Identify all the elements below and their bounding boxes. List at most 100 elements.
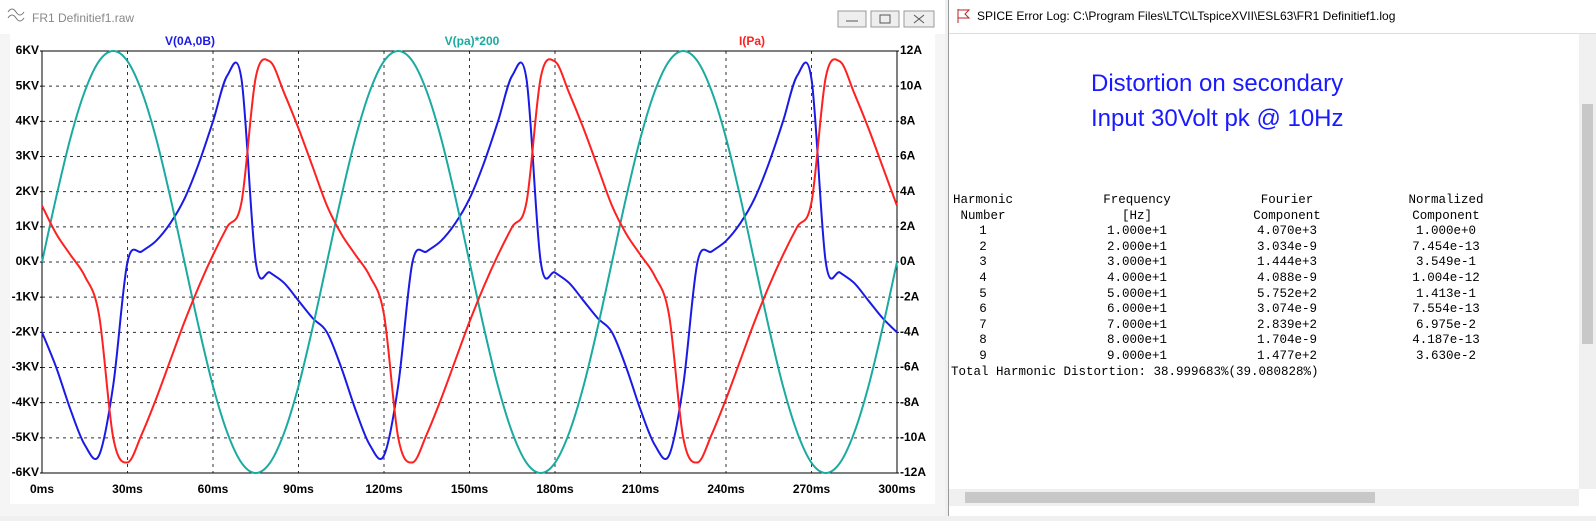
waveform-viewer: FR1 Definitief1.raw 6KV 5KV 4KV 3KV 2KV 1KV 0K… bbox=[0, 0, 945, 504]
table-cell: 6.000e+1 bbox=[1106, 302, 1168, 317]
horizontal-scrollbar[interactable] bbox=[949, 489, 1579, 506]
y2-tick-label: -6A bbox=[900, 360, 920, 374]
y2-tick-label: 12A bbox=[900, 43, 922, 57]
table-cell: 5 bbox=[979, 286, 987, 301]
y-tick-label: 5KV bbox=[16, 78, 39, 92]
thd-summary: Total Harmonic Distortion: 38.999683%(39… bbox=[951, 364, 1319, 379]
table-cell: 6 bbox=[979, 302, 987, 317]
y-tick-label: 0KV bbox=[16, 254, 39, 268]
x-tick-label: 0ms bbox=[30, 482, 54, 496]
y2-tick-label: 8A bbox=[900, 114, 916, 128]
table-cell: 6.975e-2 bbox=[1415, 317, 1477, 332]
table-cell: 1.477e+2 bbox=[1256, 349, 1318, 363]
y-tick-label: -2KV bbox=[12, 325, 39, 339]
log-heading: Input 30Volt pk @ 10Hz bbox=[1091, 105, 1344, 132]
table-cell: 2.000e+1 bbox=[1106, 239, 1168, 254]
table-cell: 5.000e+1 bbox=[1106, 286, 1168, 301]
table-cell: 3.630e-2 bbox=[1415, 349, 1477, 363]
y2-tick-label: 4A bbox=[900, 184, 916, 198]
y2-tick-label: -10A bbox=[900, 430, 926, 444]
x-tick-label: 60ms bbox=[198, 482, 229, 496]
table-cell: 7.554e-13 bbox=[1412, 302, 1480, 317]
table-cell: 1 bbox=[979, 224, 987, 239]
scroll-thumb[interactable] bbox=[1582, 104, 1593, 344]
y-tick-label: -5KV bbox=[12, 430, 39, 444]
error-log-window: SPICE Error Log: C:\Program Files\LTC\LT… bbox=[948, 0, 1596, 516]
table-cell: 8 bbox=[979, 333, 987, 348]
y2-tick-label: -2A bbox=[900, 289, 920, 303]
series-line bbox=[41, 58, 898, 464]
table-cell: 4.187e-13 bbox=[1412, 333, 1480, 348]
table-cell: 9 bbox=[979, 349, 987, 363]
y-tick-label: -6KV bbox=[12, 465, 39, 479]
log-content: Distortion on secondary Input 30Volt pk @… bbox=[949, 34, 1579, 489]
title-bar: SPICE Error Log: C:\Program Files\LTC\LT… bbox=[949, 0, 1596, 34]
x-tick-label: 210ms bbox=[622, 482, 660, 496]
table-header: Frequency bbox=[1103, 193, 1171, 207]
table-cell: 7 bbox=[979, 317, 987, 332]
table-cell: 7.454e-13 bbox=[1412, 239, 1480, 254]
legend-entry: V(pa)*200 bbox=[445, 34, 500, 48]
minimize-button[interactable] bbox=[837, 10, 867, 28]
y2-tick-label: -8A bbox=[900, 395, 920, 409]
table-cell: 1.413e-1 bbox=[1415, 286, 1477, 301]
x-tick-label: 120ms bbox=[365, 482, 403, 496]
table-cell: 2 bbox=[979, 239, 987, 254]
log-heading: Distortion on secondary bbox=[1091, 70, 1344, 97]
table-cell: 4 bbox=[979, 271, 987, 285]
table-header: Normalized bbox=[1408, 193, 1484, 207]
table-cell: 3 bbox=[979, 255, 987, 270]
table-cell: 1.444e+3 bbox=[1256, 255, 1318, 270]
close-icon bbox=[913, 14, 925, 24]
y2-tick-label: 0A bbox=[900, 254, 916, 268]
x-tick-label: 240ms bbox=[707, 482, 745, 496]
x-tick-label: 30ms bbox=[112, 482, 143, 496]
table-header: Harmonic bbox=[952, 193, 1014, 207]
table-cell: 1.004e-12 bbox=[1412, 271, 1480, 285]
y-tick-label: -3KV bbox=[12, 360, 39, 374]
table-header: Fourier bbox=[1260, 193, 1314, 207]
restore-button[interactable] bbox=[870, 10, 900, 28]
y-tick-label: 1KV bbox=[16, 219, 39, 233]
table-cell: 1.704e-9 bbox=[1256, 333, 1318, 348]
y-tick-label: 2KV bbox=[16, 184, 39, 198]
x-tick-label: 300ms bbox=[878, 482, 916, 496]
y2-tick-label: -12A bbox=[900, 465, 926, 479]
y2-tick-label: 2A bbox=[900, 219, 916, 233]
table-cell: 4.000e+1 bbox=[1106, 271, 1168, 285]
table-cell: 3.000e+1 bbox=[1106, 255, 1168, 270]
table-cell: 2.839e+2 bbox=[1256, 317, 1318, 332]
restore-icon bbox=[879, 14, 891, 24]
scroll-thumb[interactable] bbox=[965, 492, 1375, 503]
x-tick-label: 270ms bbox=[793, 482, 831, 496]
window-title: FR1 Definitief1.raw bbox=[32, 11, 134, 25]
table-cell: 7.000e+1 bbox=[1106, 317, 1168, 332]
window-title: SPICE Error Log: C:\Program Files\LTC\LT… bbox=[977, 9, 1396, 23]
series-line bbox=[41, 49, 898, 475]
table-cell: 1.000e+0 bbox=[1415, 224, 1477, 239]
app-icon bbox=[957, 9, 971, 23]
x-tick-label: 150ms bbox=[451, 482, 489, 496]
table-cell: 5.752e+2 bbox=[1256, 286, 1318, 301]
legend-entry: I(Pa) bbox=[739, 34, 765, 48]
table-cell: 4.088e-9 bbox=[1256, 271, 1318, 285]
y-tick-label: 6KV bbox=[16, 43, 39, 57]
table-header: [Hz] bbox=[1121, 208, 1153, 223]
y2-tick-label: -4A bbox=[900, 325, 920, 339]
table-header: Number bbox=[960, 208, 1006, 223]
table-header: Component bbox=[1412, 208, 1480, 223]
y-tick-label: 4KV bbox=[16, 114, 39, 128]
plot-pane bbox=[10, 34, 935, 504]
table-cell: 8.000e+1 bbox=[1106, 333, 1168, 348]
y-tick-label: -1KV bbox=[12, 289, 39, 303]
waveform-window: FR1 Definitief1.raw 6KV 5KV 4KV 3KV 2KV 1KV 0K… bbox=[0, 0, 945, 504]
y-tick-label: 3KV bbox=[16, 149, 39, 163]
table-cell: 1.000e+1 bbox=[1106, 224, 1168, 239]
legend-entry: V(0A,0B) bbox=[165, 34, 215, 48]
table-cell: 3.034e-9 bbox=[1256, 239, 1318, 254]
x-tick-label: 90ms bbox=[283, 482, 314, 496]
x-tick-label: 180ms bbox=[536, 482, 574, 496]
vertical-scrollbar[interactable] bbox=[1579, 34, 1596, 489]
title-bar bbox=[0, 0, 945, 34]
